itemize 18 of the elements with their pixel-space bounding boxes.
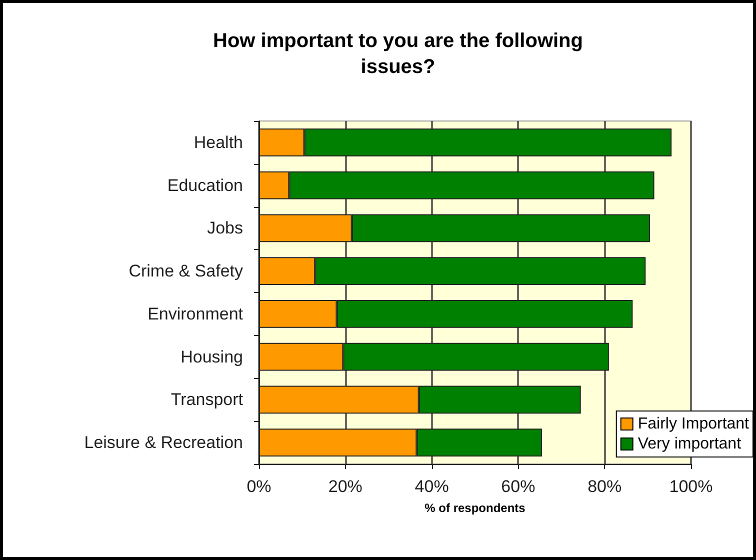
x-tick-label: 20% xyxy=(328,477,362,496)
y-tick-label: Jobs xyxy=(207,218,243,238)
y-tick-label: Transport xyxy=(170,390,244,410)
y-tick-label: Education xyxy=(167,176,243,195)
y-tick-label: Housing xyxy=(180,347,243,366)
y-tick-label: Crime & Safety xyxy=(128,262,244,281)
x-tick-label: 0% xyxy=(246,477,272,496)
chart-title: How important to you are the following issues? xyxy=(213,30,583,78)
x-tick-label: 100% xyxy=(669,477,713,496)
legend-label: Very important xyxy=(638,436,742,452)
x-tick-label: 80% xyxy=(588,477,622,496)
x-axis-title: % of respondents xyxy=(424,501,526,515)
x-tick-label: 60% xyxy=(501,477,536,496)
y-tick-label: Leisure & Recreation xyxy=(84,433,243,452)
x-tick-label: 40% xyxy=(414,477,449,496)
y-tick-label: Health xyxy=(194,132,243,152)
y-tick-label: Environment xyxy=(148,304,244,324)
legend-label: Fairly Important xyxy=(638,416,750,432)
